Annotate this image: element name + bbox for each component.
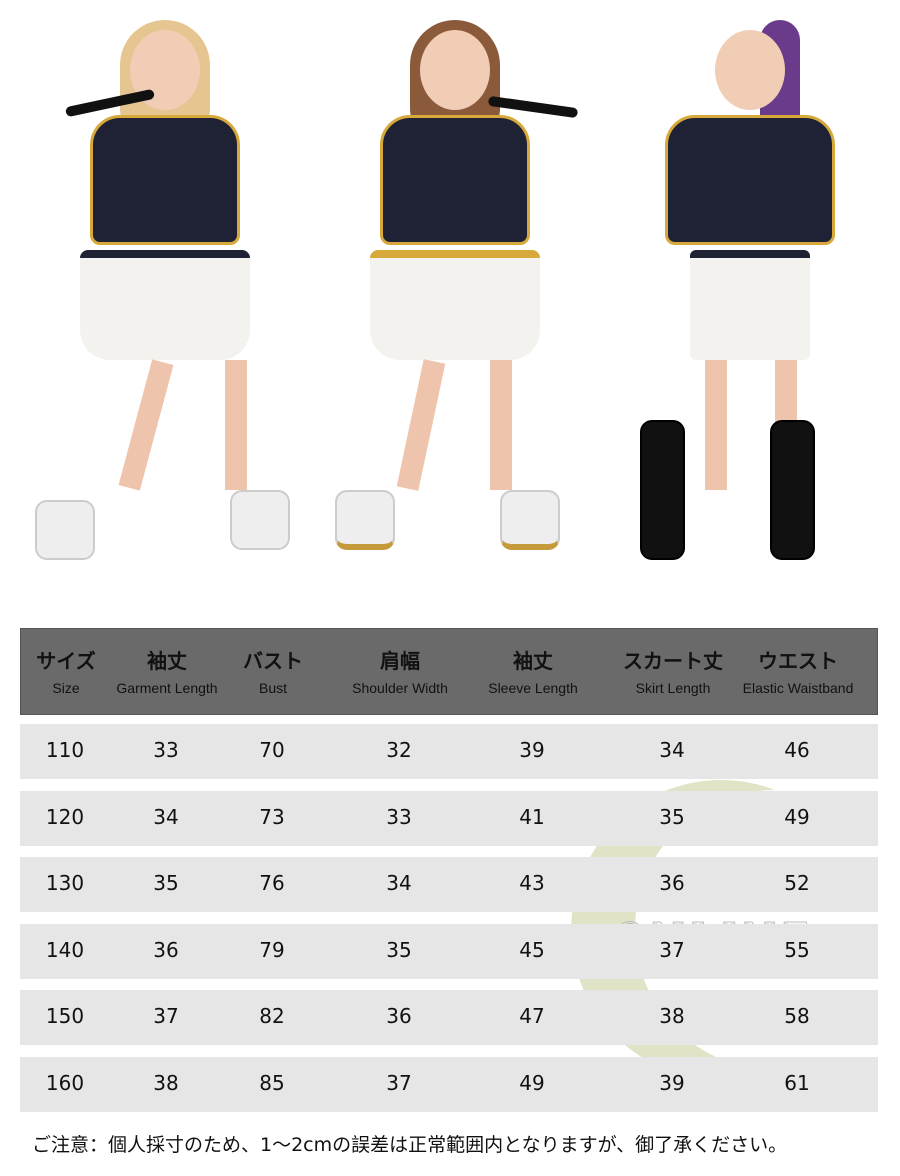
column-header-en: Elastic Waistband	[742, 680, 854, 696]
table-cell: 85	[259, 1071, 285, 1095]
column-header-jp: サイズ	[36, 649, 96, 673]
column-header-jp: ウエスト	[758, 649, 838, 673]
table-cell: 33	[386, 804, 412, 829]
table-cell: 45	[519, 937, 545, 962]
column-header-en: Sleeve Length	[488, 680, 578, 696]
table-cell: 82	[259, 1004, 285, 1029]
table-cell: 55	[784, 937, 810, 962]
table-cell: 34	[386, 871, 412, 896]
table-cell: 39	[659, 1071, 685, 1095]
table-row: 130 35 76 34 43 36 52	[20, 857, 878, 913]
column-header-jp: バスト	[243, 649, 303, 673]
table-cell: 36	[153, 937, 179, 962]
table-cell: 39	[519, 738, 545, 762]
table-cell: 120	[45, 804, 85, 829]
table-cell: 37	[659, 937, 685, 962]
table-cell: 140	[45, 937, 85, 962]
column-header-jp: スカート丈	[623, 649, 723, 673]
column-header: 袖丈 Sleeve Length	[488, 629, 578, 696]
table-cell: 35	[386, 937, 412, 962]
table-cell: 33	[153, 738, 179, 762]
column-header-en: Garment Length	[116, 680, 218, 696]
table-cell: 52	[784, 871, 810, 896]
table-cell: 76	[259, 871, 285, 896]
column-header-jp: 肩幅	[380, 649, 420, 673]
column-header-jp: 袖丈	[513, 649, 553, 673]
table-cell: 37	[153, 1004, 179, 1029]
column-header: バスト Bust	[243, 629, 303, 696]
column-header-en: Skirt Length	[635, 680, 711, 696]
column-header-en: Shoulder Width	[352, 680, 448, 696]
product-photo-1	[20, 10, 310, 570]
measurement-note: ご注意：個人採寸のため、1〜2cmの誤差は正常範囲内となりますが、御了承ください…	[32, 1134, 788, 1156]
table-cell: 43	[519, 871, 545, 896]
table-cell: 130	[45, 871, 85, 896]
table-cell: 70	[259, 738, 285, 762]
table-cell: 160	[45, 1071, 85, 1095]
column-header-jp: 袖丈	[146, 649, 187, 673]
column-header-en: Bust	[258, 680, 287, 696]
table-cell: 79	[259, 937, 285, 962]
table-cell: 34	[153, 804, 179, 829]
column-header-en: Size	[52, 680, 80, 696]
product-photo-3	[605, 10, 895, 570]
table-cell: 36	[386, 1004, 412, 1029]
table-cell: 49	[784, 804, 810, 829]
table-cell: 61	[784, 1071, 810, 1095]
product-photo-2	[310, 10, 600, 570]
table-row: 140 36 79 35 45 37 55	[20, 923, 878, 979]
table-row: 150 37 82 36 47 38 58	[20, 990, 878, 1046]
table-cell: 150	[45, 1004, 85, 1029]
table-cell: 73	[259, 804, 285, 829]
table-cell: 35	[659, 804, 685, 829]
column-header: ウエスト Elastic Waistband	[743, 629, 854, 696]
column-header: サイズ Size	[36, 629, 95, 696]
table-row: 120 34 73 33 41 35 49	[20, 790, 878, 846]
table-cell: 36	[659, 871, 685, 896]
column-header: 袖丈 Garment Length	[116, 629, 217, 696]
table-cell: 34	[659, 738, 685, 762]
table-cell: 38	[153, 1071, 179, 1095]
table-row: 160 38 85 37 49 39 61	[20, 1057, 878, 1112]
table-row: 110 33 70 32 39 34 46	[20, 724, 878, 779]
table-cell: 37	[386, 1071, 412, 1095]
table-cell: 58	[784, 1004, 810, 1029]
size-table-header: サイズ Size 袖丈 Garment Length バスト Bust 肩幅 Shoulder…	[20, 628, 878, 715]
table-cell: 49	[519, 1071, 545, 1095]
table-cell: 35	[153, 871, 179, 896]
table-cell: 47	[519, 1004, 545, 1029]
column-header: スカート丈 Skirt Length	[623, 629, 723, 696]
table-cell: 110	[45, 738, 85, 762]
table-cell: 38	[659, 1004, 685, 1029]
column-header: 肩幅 Shoulder Width	[352, 629, 448, 696]
table-cell: 41	[519, 804, 545, 829]
table-cell: 46	[784, 738, 810, 762]
table-cell: 32	[386, 738, 412, 762]
